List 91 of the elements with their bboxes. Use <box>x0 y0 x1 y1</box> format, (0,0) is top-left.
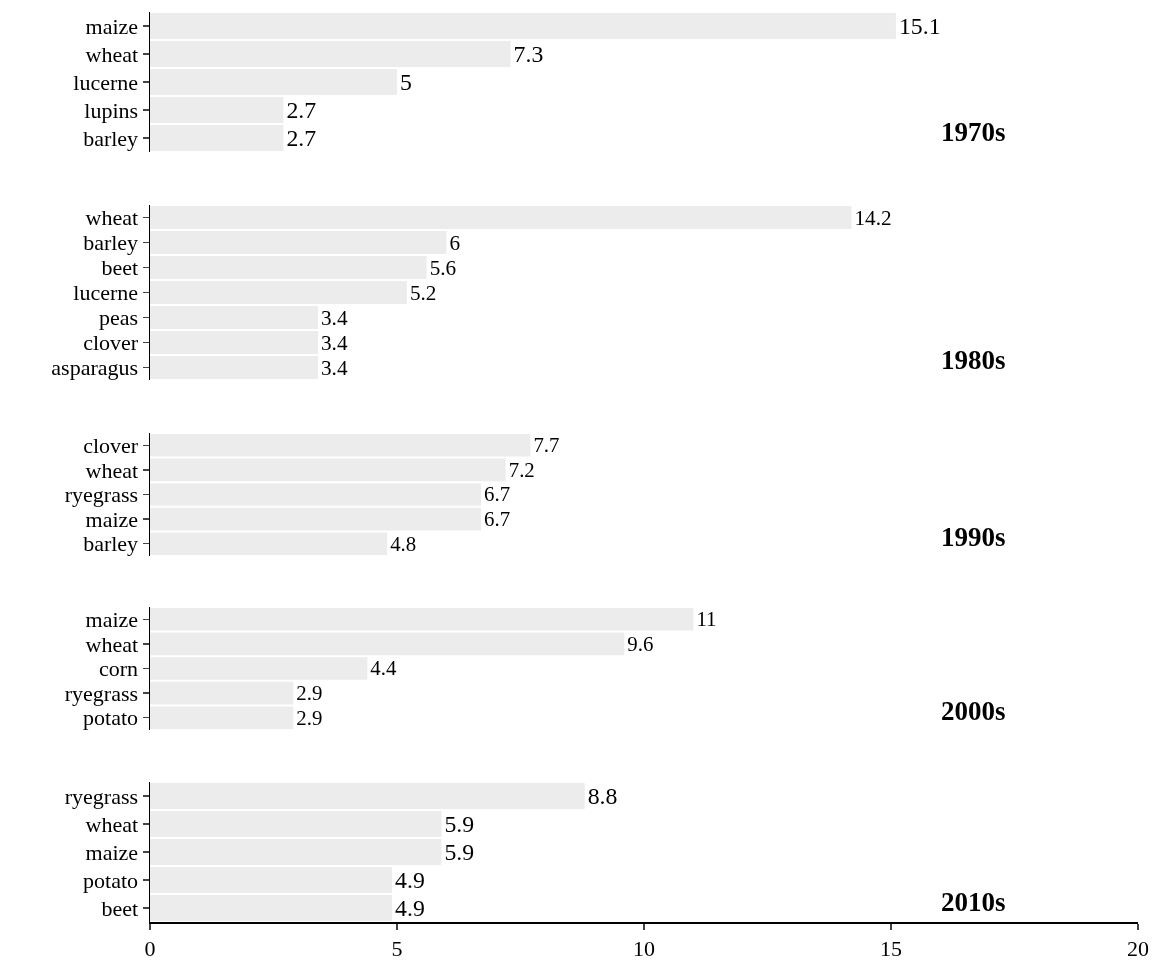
data-label: 6.7 <box>483 507 511 532</box>
y-tick-label: corn <box>99 656 139 682</box>
x-tick-label: 5 <box>391 935 403 961</box>
data-label: 5.9 <box>444 838 475 865</box>
bar <box>150 356 318 379</box>
data-label: 11 <box>696 607 717 632</box>
bar <box>150 783 585 809</box>
y-tick-label: wheat <box>85 631 139 657</box>
data-label: 2.9 <box>296 705 323 730</box>
y-tick-label: clover <box>83 330 139 356</box>
y-tick-label: ryegrass <box>64 783 139 809</box>
bar <box>150 256 427 279</box>
y-tick-label: beet <box>101 255 139 281</box>
bar <box>150 681 294 705</box>
bar <box>150 433 531 457</box>
data-label: 4.9 <box>395 894 425 921</box>
data-label: 6.7 <box>483 482 511 507</box>
data-label: 8.8 <box>587 782 618 809</box>
y-tick-label: lupins <box>84 97 139 123</box>
bar <box>150 632 625 656</box>
bar <box>150 657 368 680</box>
data-label: 3.4 <box>320 355 348 380</box>
bar <box>150 507 481 531</box>
bar <box>150 69 397 95</box>
y-tick-label: ryegrass <box>64 482 139 508</box>
data-label: 7.7 <box>533 433 560 458</box>
data-label: 5.9 <box>444 810 475 837</box>
y-tick-label: lucerne <box>73 69 139 95</box>
bar <box>150 97 284 123</box>
bar <box>150 706 294 730</box>
y-tick-label: barley <box>83 230 139 256</box>
y-tick-label: lucerne <box>73 280 139 306</box>
y-tick-label: asparagus <box>51 355 139 381</box>
data-label: 4.9 <box>395 866 425 893</box>
y-tick-label: potato <box>83 705 139 731</box>
data-label: 7.2 <box>508 457 535 482</box>
y-tick-label: wheat <box>85 457 139 483</box>
y-tick-label: maize <box>85 506 139 532</box>
bar <box>150 458 506 482</box>
y-tick-label: clover <box>83 433 139 458</box>
x-tick-label: 0 <box>144 935 156 961</box>
y-tick-label: beet <box>101 895 139 921</box>
x-tick-label: 10 <box>633 935 655 961</box>
text: 1980s <box>941 345 1006 375</box>
data-label: 4.4 <box>370 656 398 681</box>
data-label: 5.2 <box>409 280 437 305</box>
bar <box>150 607 694 631</box>
data-label: 3.4 <box>320 305 348 330</box>
y-tick-label: maize <box>85 839 139 865</box>
bar <box>150 483 481 506</box>
bar <box>150 867 393 893</box>
y-tick-label: wheat <box>85 41 139 67</box>
y-tick-label: ryegrass <box>64 680 139 706</box>
bar <box>150 41 511 67</box>
bar <box>150 13 896 39</box>
y-tick-label: wheat <box>85 811 139 837</box>
data-label: 4.8 <box>390 531 417 556</box>
text: 1990s <box>941 522 1006 552</box>
y-tick-label: barley <box>83 125 139 151</box>
x-tick-label: 20 <box>1127 935 1149 961</box>
data-label: 15.1 <box>898 12 941 39</box>
y-tick-label: wheat <box>85 205 139 231</box>
data-label: 14.2 <box>854 205 892 230</box>
y-tick-label: maize <box>85 13 139 39</box>
y-tick-label: peas <box>99 305 139 331</box>
bar <box>150 306 318 329</box>
x-tick-label: 15 <box>880 935 902 961</box>
data-label: 5 <box>400 68 412 95</box>
y-tick-label: barley <box>83 531 139 557</box>
bar <box>150 811 442 837</box>
data-label: 2.7 <box>286 124 317 151</box>
text: 2010s <box>941 887 1006 917</box>
data-label: 2.7 <box>286 96 317 123</box>
bar <box>150 281 407 304</box>
text: 2000s <box>941 696 1006 726</box>
data-label: 5.6 <box>429 255 457 280</box>
data-label: 2.9 <box>296 681 323 706</box>
y-tick-label: potato <box>83 867 139 893</box>
bar <box>150 331 318 354</box>
data-label: 3.4 <box>320 330 348 355</box>
bar <box>150 532 388 556</box>
text: 1970s <box>941 117 1006 147</box>
bar <box>150 206 852 229</box>
data-label: 9.6 <box>627 631 654 656</box>
data-label: 6 <box>449 230 461 255</box>
bar <box>150 839 442 865</box>
y-tick-label: maize <box>85 607 139 632</box>
bar <box>150 125 284 151</box>
bar <box>150 895 393 921</box>
data-label: 7.3 <box>513 40 544 67</box>
bar <box>150 231 447 254</box>
